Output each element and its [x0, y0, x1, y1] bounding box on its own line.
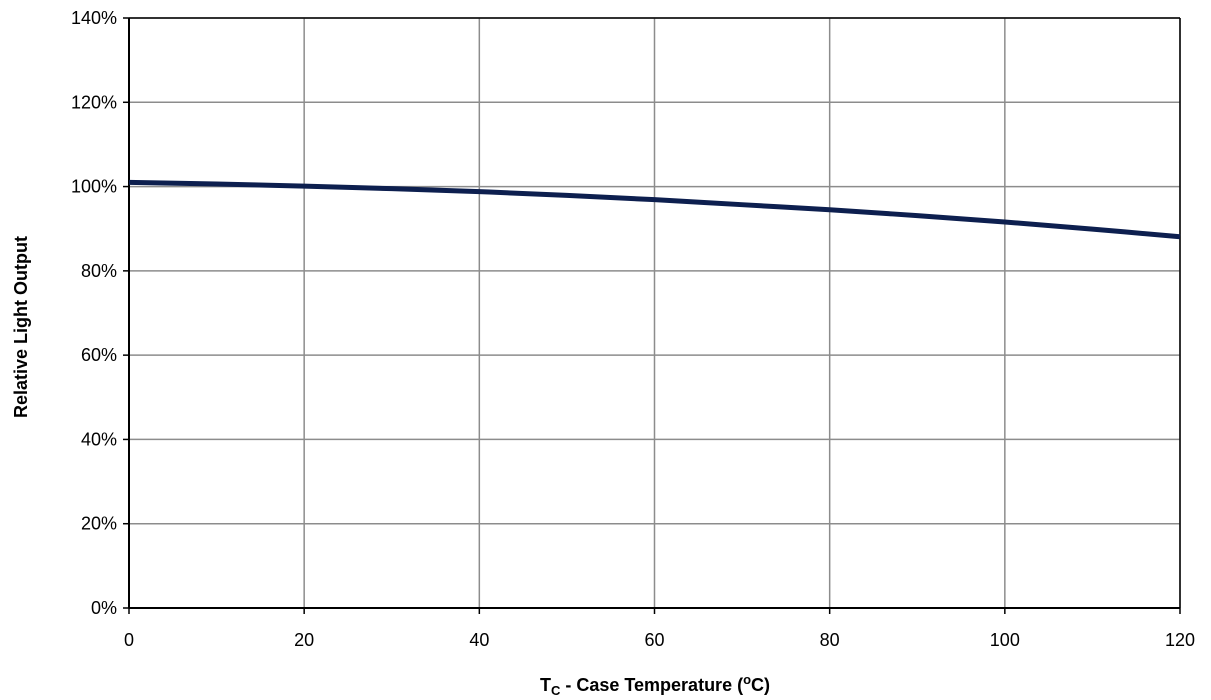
x-axis-title-main: T: [540, 675, 551, 695]
series-layer: [128, 179, 1181, 240]
y-tick-label-1: 20%: [81, 514, 117, 534]
x-tick-label-1: 20: [294, 630, 314, 650]
x-tick-label-5: 100: [990, 630, 1020, 650]
y-tick-label-6: 120%: [71, 92, 117, 112]
series-line-0: [128, 179, 1181, 240]
y-tick-label-5: 100%: [71, 177, 117, 197]
ticks: 0 20 40 60 80 100 120 0% 20% 40% 60% 80% 100% 120% 140…: [71, 8, 1195, 650]
x-tick-label-6: 120: [1165, 630, 1195, 650]
y-tick-label-4: 80%: [81, 261, 117, 281]
x-tick-label-0: 0: [124, 630, 134, 650]
grid: [129, 17, 1181, 608]
x-axis-title-unit: C): [751, 675, 770, 695]
y-tick-label-7: 140%: [71, 8, 117, 28]
x-axis-title-subscript: C: [551, 683, 561, 698]
y-tick-label-0: 0%: [91, 598, 117, 618]
y-axis-title: Relative Light Output: [11, 236, 31, 418]
x-axis-title-superscript: o: [743, 672, 751, 687]
x-tick-label-3: 60: [644, 630, 664, 650]
y-tick-label-2: 40%: [81, 429, 117, 449]
x-tick-label-2: 40: [469, 630, 489, 650]
x-axis-title-text: - Case Temperature (: [560, 675, 743, 695]
y-tick-label-3: 60%: [81, 345, 117, 365]
x-tick-label-4: 80: [820, 630, 840, 650]
x-axis-title: TC - Case Temperature (oC): [540, 672, 770, 698]
